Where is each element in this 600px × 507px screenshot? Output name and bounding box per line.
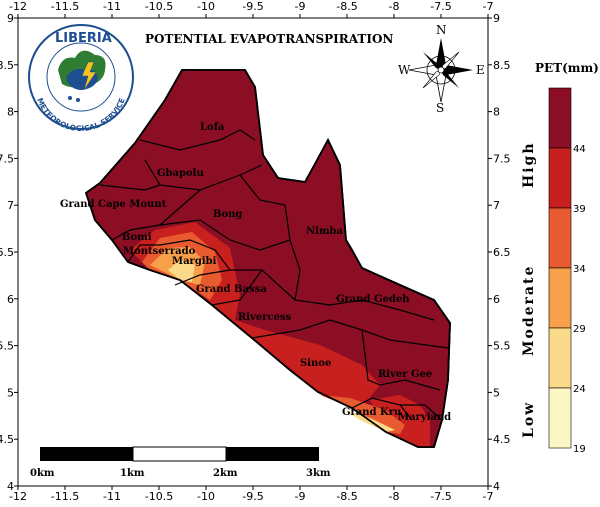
colorbar-category-moderate: Moderate xyxy=(521,265,537,356)
compass-south: S xyxy=(436,101,444,115)
compass-east: E xyxy=(476,63,485,77)
colorbar-title: PET(mm) xyxy=(535,61,599,75)
y-tick-label: 4.5 xyxy=(493,433,511,446)
colorbar-swatch xyxy=(548,147,572,209)
x-tick-label: -8 xyxy=(389,0,400,13)
scale-label-3: 3km xyxy=(306,468,331,479)
x-tick-label: -11 xyxy=(103,0,121,13)
scale-label-1: 1km xyxy=(120,468,145,479)
pet-surface-39-south xyxy=(370,395,430,447)
x-tick-label: -12 xyxy=(9,0,27,13)
county-label-grand-kru: Grand Kru xyxy=(342,407,401,418)
x-tick-label: -10.5 xyxy=(145,490,173,503)
y-tick-label: 5.5 xyxy=(493,340,511,353)
y-tick-label: 5 xyxy=(7,386,14,399)
scale-label-0: 0km xyxy=(30,468,55,479)
compass-rose-icon xyxy=(408,38,473,103)
county-label-nimba: Nimba xyxy=(306,226,344,237)
x-tick-label: -7 xyxy=(483,0,494,13)
colorbar-tick-label: 29 xyxy=(573,324,586,335)
county-label-margibi: Margibi xyxy=(172,256,217,267)
x-tick-label: -10 xyxy=(197,0,215,13)
x-tick-label: -11.5 xyxy=(51,490,79,503)
y-tick-label: 7 xyxy=(493,199,500,212)
y-axis-left: 9 8.5 8 7.5 7 6.5 6 5.5 5 4.5 4 xyxy=(0,12,18,493)
county-label-montserrado: Montserrado xyxy=(123,246,196,257)
x-tick-label: -10 xyxy=(197,490,215,503)
colorbar: 44 39 34 29 24 19 xyxy=(548,87,586,455)
colorbar-tick-label: 24 xyxy=(573,384,586,395)
county-label-grand-bassa: Grand Bassa xyxy=(196,284,267,295)
x-tick-label: -8.5 xyxy=(336,0,357,13)
colorbar-tick-label: 19 xyxy=(573,444,586,455)
y-tick-label: 4 xyxy=(493,480,500,493)
x-tick-label: -7 xyxy=(483,490,494,503)
county-label-river-gee: River Gee xyxy=(378,369,432,380)
x-tick-label: -10.5 xyxy=(145,0,173,13)
colorbar-swatch xyxy=(548,207,572,269)
y-tick-label: 8.5 xyxy=(493,59,511,72)
county-label-lofa: Lofa xyxy=(200,122,225,133)
y-tick-label: 5.5 xyxy=(0,340,14,353)
map-title: POTENTIAL EVAPOTRANSPIRATION xyxy=(145,32,393,46)
y-tick-label: 9 xyxy=(7,12,14,25)
x-tick-label: -9.5 xyxy=(242,490,263,503)
county-label-bong: Bong xyxy=(213,209,242,220)
x-tick-label: -8 xyxy=(389,490,400,503)
y-tick-label: 4 xyxy=(7,480,14,493)
x-tick-label: -7.5 xyxy=(430,490,451,503)
x-tick-label: -9 xyxy=(295,0,306,13)
county-label-sinoe: Sinoe xyxy=(300,358,331,369)
county-label-gbapolu: Gbapolu xyxy=(157,168,204,179)
y-tick-label: 4.5 xyxy=(0,433,14,446)
y-tick-label: 6 xyxy=(493,293,500,306)
coastline xyxy=(84,69,451,448)
y-tick-label: 8 xyxy=(7,106,14,119)
county-boundaries xyxy=(99,129,449,421)
colorbar-tick-label: 44 xyxy=(573,144,586,155)
colorbar-swatch xyxy=(548,387,572,449)
y-tick-label: 7.5 xyxy=(493,152,511,165)
y-tick-label: 7.5 xyxy=(0,152,14,165)
y-tick-label: 6 xyxy=(7,293,14,306)
compass-west: W xyxy=(398,63,411,77)
lms-logo: LIBERIA METEOROLOGICAL SERVICE xyxy=(28,24,134,133)
x-tick-label: -9.5 xyxy=(242,0,263,13)
x-tick-label: -12 xyxy=(9,490,27,503)
colorbar-swatch xyxy=(548,327,572,389)
x-tick-label: -9 xyxy=(295,490,306,503)
y-tick-label: 5 xyxy=(493,386,500,399)
x-tick-label: -11.5 xyxy=(51,0,79,13)
y-axis-right: 9 8.5 8 7.5 7 6.5 6 5.5 5 4.5 4 xyxy=(488,12,511,493)
y-tick-label: 7 xyxy=(7,199,14,212)
colorbar-swatch xyxy=(548,267,572,329)
x-axis-top: -12 -11.5 -11 -10.5 -10 -9.5 -9 -8.5 -8 -7.5 -7 xyxy=(9,0,493,18)
county-label-bomi: Bomi xyxy=(122,232,152,243)
colorbar-swatch xyxy=(548,87,572,149)
colorbar-tick-label: 39 xyxy=(573,204,586,215)
compass-north: N xyxy=(436,23,447,37)
x-tick-label: -8.5 xyxy=(336,490,357,503)
scale-bar xyxy=(40,446,319,462)
pet-surface-24 xyxy=(168,260,195,282)
x-axis-bottom: -12 -11.5 -11 -10.5 -10 -9.5 -9 -8.5 -8 -7.5 -7 xyxy=(9,486,493,503)
scale-label-2: 2km xyxy=(213,468,238,479)
county-label-grand-cape-mount: Grand Cape Mount xyxy=(60,199,167,210)
colorbar-category-high: High xyxy=(521,141,537,188)
x-tick-label: -11 xyxy=(103,490,121,503)
y-tick-label: 6.5 xyxy=(493,246,511,259)
colorbar-tick-label: 34 xyxy=(573,264,586,275)
y-tick-label: 6.5 xyxy=(0,246,14,259)
x-tick-label: -7.5 xyxy=(430,0,451,13)
y-tick-label: 8 xyxy=(493,106,500,119)
y-tick-label: 8.5 xyxy=(0,59,14,72)
county-label-rivercess: Rivercess xyxy=(238,312,292,323)
county-label-grand-gedeh: Grand Gedeh xyxy=(336,294,410,305)
logo-line1: LIBERIA xyxy=(55,31,112,46)
county-label-maryland: Maryland xyxy=(398,412,451,423)
y-tick-label: 9 xyxy=(493,12,500,25)
colorbar-category-low: Low xyxy=(521,401,537,438)
